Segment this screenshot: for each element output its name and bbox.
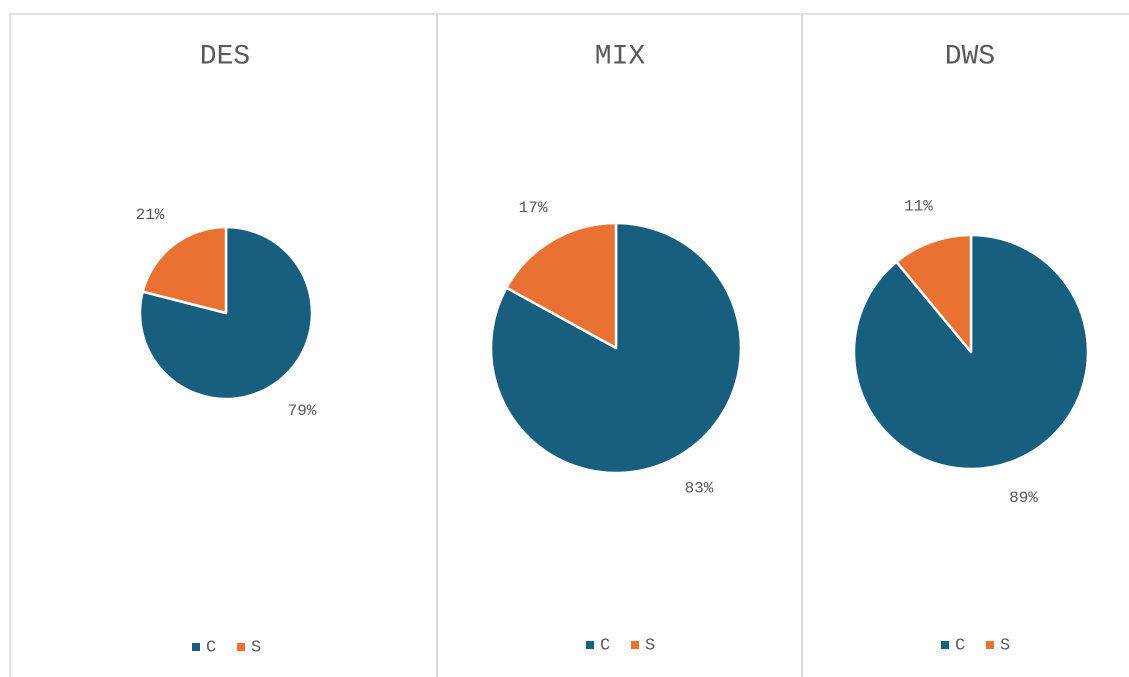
data-label: 21%: [136, 206, 165, 224]
legend-swatch: [941, 641, 949, 649]
legend-label: S: [645, 636, 655, 655]
pie-slice: [895, 233, 973, 354]
data-label: 79%: [288, 402, 317, 420]
legend-label: C: [600, 636, 610, 655]
chart-title: DWS: [945, 41, 995, 72]
data-label: 83%: [685, 480, 714, 498]
legend-label: C: [206, 638, 216, 657]
legend-swatch: [586, 641, 594, 649]
legend-swatch: [192, 643, 200, 651]
pie-slice: [141, 225, 228, 315]
chart-title: DES: [200, 41, 250, 72]
legend-label: S: [1000, 636, 1010, 655]
data-label: 11%: [904, 197, 933, 215]
chart-title: MIX: [595, 41, 646, 72]
legend-swatch: [237, 643, 245, 651]
pie-slice: [505, 221, 618, 350]
legend-label: C: [955, 636, 965, 655]
frame: [9, 13, 1129, 677]
data-label: 17%: [519, 199, 548, 217]
legend-label: S: [251, 638, 261, 657]
data-label: 89%: [1009, 489, 1038, 507]
pie-slice: [138, 225, 314, 401]
legend-swatch: [631, 641, 639, 649]
legend-swatch: [986, 641, 994, 649]
